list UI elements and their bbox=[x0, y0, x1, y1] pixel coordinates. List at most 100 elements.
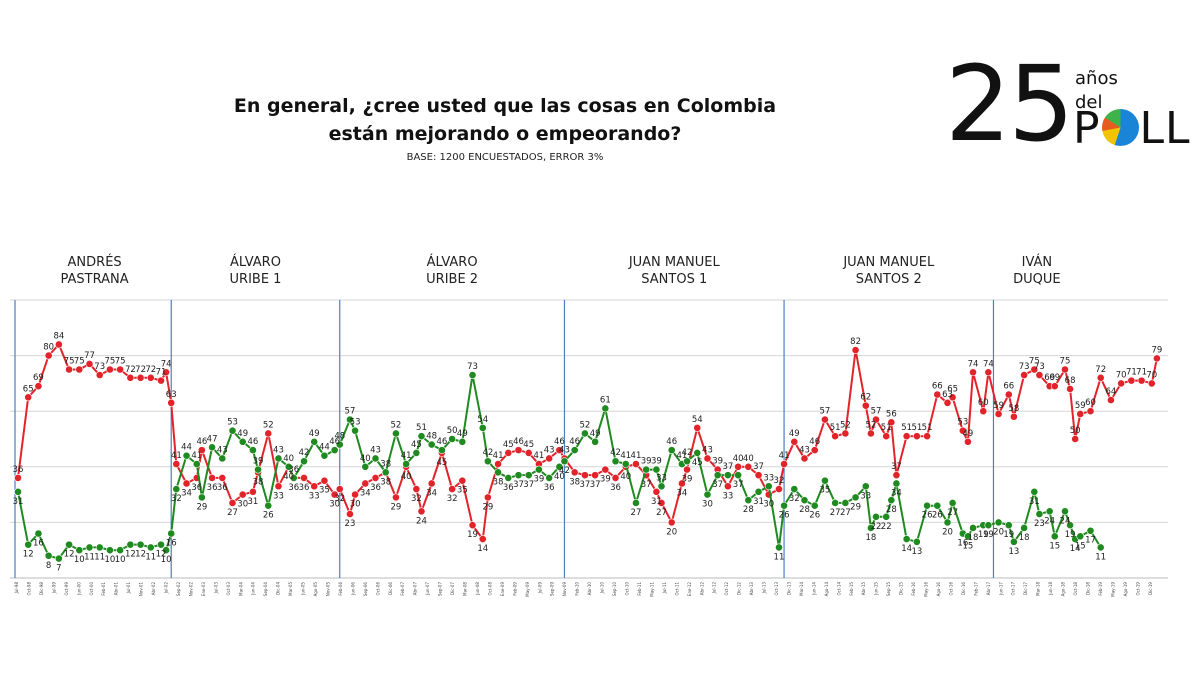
data-point-mejorando bbox=[652, 465, 661, 474]
data-point-empeorando bbox=[1030, 365, 1039, 374]
data-label-mejorando: 10 bbox=[74, 555, 85, 565]
data-label-empeorando: 72 bbox=[135, 365, 146, 375]
data-label-empeorando: 72 bbox=[1095, 365, 1106, 375]
data-label-empeorando: 35 bbox=[319, 486, 330, 496]
data-point-mejorando bbox=[34, 529, 43, 538]
x-tick-label: May-09 bbox=[525, 582, 530, 597]
data-point-empeorando bbox=[514, 446, 523, 455]
data-point-empeorando bbox=[524, 448, 533, 457]
data-label-mejorando: 43 bbox=[273, 445, 284, 455]
data-point-mejorando bbox=[284, 462, 293, 471]
data-label-empeorando: 40 bbox=[620, 472, 631, 482]
data-label-mejorando: 30 bbox=[702, 500, 713, 510]
x-tick-label: Feb-01 bbox=[101, 582, 106, 596]
data-label-mejorando: 19 bbox=[983, 530, 994, 540]
period-label: IVÁN bbox=[1022, 254, 1053, 270]
data-point-empeorando bbox=[555, 446, 564, 455]
data-point-empeorando bbox=[872, 415, 880, 424]
period-label: SANTOS 1 bbox=[641, 272, 707, 287]
data-point-mejorando bbox=[933, 501, 942, 510]
data-point-empeorando bbox=[1020, 371, 1029, 379]
data-point-empeorando bbox=[504, 448, 513, 457]
x-tick-label: Jun-15 bbox=[874, 582, 879, 596]
data-label-empeorando: 70 bbox=[1116, 370, 1127, 380]
data-label-mejorando: 37 bbox=[513, 480, 524, 490]
data-label-empeorando: 36 bbox=[299, 483, 310, 493]
x-tick-label: Jun-18 bbox=[1048, 582, 1053, 596]
data-label-mejorando: 39 bbox=[253, 457, 264, 467]
x-tick-label: Oct-11 bbox=[674, 582, 679, 596]
x-tick-label: Oct-19 bbox=[1135, 582, 1140, 596]
data-point-empeorando bbox=[126, 373, 135, 382]
data-point-empeorando bbox=[887, 418, 896, 427]
data-label-empeorando: 45 bbox=[523, 440, 534, 450]
data-point-empeorando bbox=[861, 401, 870, 410]
data-label-empeorando: 51 bbox=[881, 423, 892, 433]
data-point-mejorando bbox=[126, 540, 135, 549]
data-point-mejorando bbox=[24, 540, 33, 549]
data-label-mejorando: 32 bbox=[789, 494, 800, 504]
data-label-empeorando: 74 bbox=[161, 359, 172, 369]
x-tick-label: Sep-15 bbox=[886, 582, 891, 597]
data-point-mejorando bbox=[300, 457, 308, 466]
data-label-empeorando: 84 bbox=[53, 331, 64, 341]
data-label-empeorando: 66 bbox=[932, 382, 943, 392]
data-label-mejorando: 13 bbox=[1008, 547, 1019, 557]
data-point-empeorando bbox=[1127, 376, 1136, 385]
data-point-empeorando bbox=[866, 429, 875, 438]
data-point-mejorando bbox=[642, 465, 651, 474]
x-tick-label: Feb-09 bbox=[512, 582, 517, 596]
data-label-empeorando: 27 bbox=[656, 508, 667, 518]
data-point-mejorando bbox=[775, 543, 783, 552]
data-point-empeorando bbox=[146, 373, 155, 382]
data-label-empeorando: 38 bbox=[569, 477, 580, 487]
chart-title-line2: están mejorando o empeorando? bbox=[328, 123, 682, 145]
data-point-mejorando bbox=[468, 371, 477, 379]
data-point-mejorando bbox=[632, 499, 640, 507]
data-label-empeorando: 40 bbox=[401, 472, 412, 482]
data-point-empeorando bbox=[775, 485, 783, 493]
data-label-empeorando: 74 bbox=[983, 359, 994, 369]
data-label-empeorando: 34 bbox=[181, 488, 192, 498]
period-label: ÁLVARO bbox=[427, 254, 478, 270]
chart-title: En general, ¿cree usted que las cosas en… bbox=[225, 92, 785, 148]
data-label-empeorando: 66 bbox=[1003, 382, 1014, 392]
data-point-mejorando bbox=[984, 521, 993, 530]
data-label-empeorando: 57 bbox=[820, 407, 831, 417]
data-point-empeorando bbox=[351, 490, 359, 499]
data-label-mejorando: 29 bbox=[196, 502, 207, 512]
data-label-mejorando: 18 bbox=[865, 533, 876, 543]
data-point-mejorando bbox=[535, 465, 543, 474]
data-point-mejorando bbox=[1096, 543, 1105, 552]
data-label-mejorando: 11 bbox=[145, 552, 156, 562]
data-label-mejorando: 38 bbox=[380, 477, 391, 487]
data-point-empeorando bbox=[1086, 407, 1095, 416]
data-point-empeorando bbox=[744, 462, 753, 471]
x-tick-label: Abr-15 bbox=[861, 582, 866, 596]
x-tick-label: Nov-05 bbox=[325, 582, 330, 597]
data-point-mejorando bbox=[95, 543, 104, 552]
data-label-mejorando: 31 bbox=[753, 497, 764, 507]
x-tick-label: Oct-18 bbox=[1073, 582, 1078, 596]
data-point-empeorando bbox=[228, 499, 237, 507]
data-label-mejorando: 40 bbox=[554, 472, 565, 482]
data-point-empeorando bbox=[412, 485, 421, 493]
data-label-empeorando: 52 bbox=[263, 420, 274, 430]
data-label-empeorando: 29 bbox=[482, 502, 493, 512]
data-label-mejorando: 49 bbox=[590, 429, 601, 439]
x-tick-label: Abr-07 bbox=[413, 582, 418, 596]
data-label-mejorando: 12 bbox=[156, 550, 167, 560]
data-point-mejorando bbox=[249, 446, 257, 455]
data-point-empeorando bbox=[800, 454, 809, 463]
data-point-mejorando bbox=[744, 496, 753, 505]
x-tick-label: Dic-17 bbox=[1023, 582, 1028, 595]
data-label-mejorando: 10 bbox=[161, 555, 172, 565]
data-label-mejorando: 19 bbox=[1003, 530, 1014, 540]
data-label-mejorando: 48 bbox=[426, 432, 437, 442]
data-label-empeorando: 45 bbox=[436, 458, 447, 468]
x-tick-label: Jun-14 bbox=[811, 582, 816, 596]
data-point-empeorando bbox=[964, 437, 972, 446]
x-tick-label: Dic-16 bbox=[961, 582, 966, 595]
data-point-mejorando bbox=[1061, 507, 1069, 516]
data-point-empeorando bbox=[667, 518, 676, 527]
